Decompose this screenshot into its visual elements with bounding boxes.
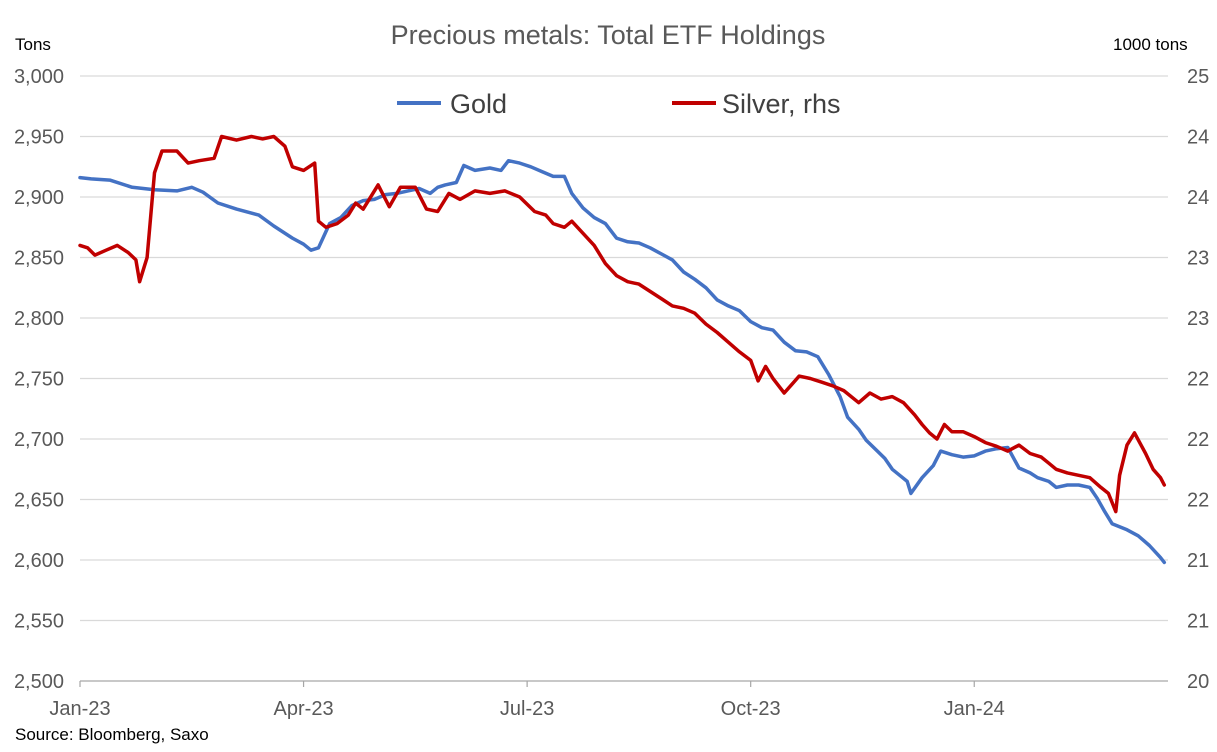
legend-silver-label: Silver, rhs <box>722 89 841 119</box>
left-axis-tick-labels: 2,500 2,550 2,600 2,650 2,700 2,750 2,800 2,850… <box>14 66 64 693</box>
right-tick-label: 21 <box>1187 550 1209 572</box>
right-tick-label: 21 <box>1187 611 1209 633</box>
legend-gold-label: Gold <box>450 89 507 119</box>
left-tick-label: 2,900 <box>14 187 64 209</box>
left-tick-label: 2,850 <box>14 248 64 270</box>
chart-title: Precious metals: Total ETF Holdings <box>391 20 826 50</box>
left-tick-label: 2,550 <box>14 611 64 633</box>
left-tick-label: 2,500 <box>14 671 64 693</box>
left-tick-label: 3,000 <box>14 66 64 88</box>
right-tick-label: 25 <box>1187 66 1209 88</box>
right-tick-label: 23 <box>1187 248 1209 270</box>
right-tick-label: 22 <box>1187 369 1209 391</box>
right-tick-label: 20 <box>1187 671 1209 693</box>
right-axis-tick-labels: 20 21 21 22 22 22 23 23 24 24 25 <box>1187 66 1209 693</box>
right-tick-label: 24 <box>1187 187 1209 209</box>
left-tick-label: 2,750 <box>14 369 64 391</box>
series-lines <box>78 134 1167 565</box>
x-tick-label: Jan-23 <box>49 698 110 720</box>
gridlines <box>80 75 1168 622</box>
x-tick-label: Apr-23 <box>274 698 334 720</box>
legend: Gold Silver, rhs <box>397 89 841 119</box>
right-tick-label: 22 <box>1187 490 1209 512</box>
right-tick-label: 22 <box>1187 429 1209 451</box>
left-tick-label: 2,950 <box>14 127 64 149</box>
left-tick-label: 2,700 <box>14 429 64 451</box>
right-axis-label: 1000 tons <box>1113 35 1188 54</box>
x-axis-tick-labels: Jan-23 Apr-23 Jul-23 Oct-23 Jan-24 <box>49 681 1005 720</box>
right-tick-label: 23 <box>1187 308 1209 330</box>
x-tick-label: Jan-24 <box>944 698 1005 720</box>
left-tick-label: 2,600 <box>14 550 64 572</box>
right-tick-label: 24 <box>1187 127 1209 149</box>
source-note: Source: Bloomberg, Saxo <box>15 725 209 744</box>
x-tick-label: Jul-23 <box>500 698 554 720</box>
x-tick-label: Oct-23 <box>721 698 781 720</box>
silver-series-line <box>78 134 1167 514</box>
gold-series-line <box>78 158 1167 565</box>
left-tick-label: 2,650 <box>14 490 64 512</box>
left-axis-label: Tons <box>15 35 51 54</box>
left-tick-label: 2,800 <box>14 308 64 330</box>
